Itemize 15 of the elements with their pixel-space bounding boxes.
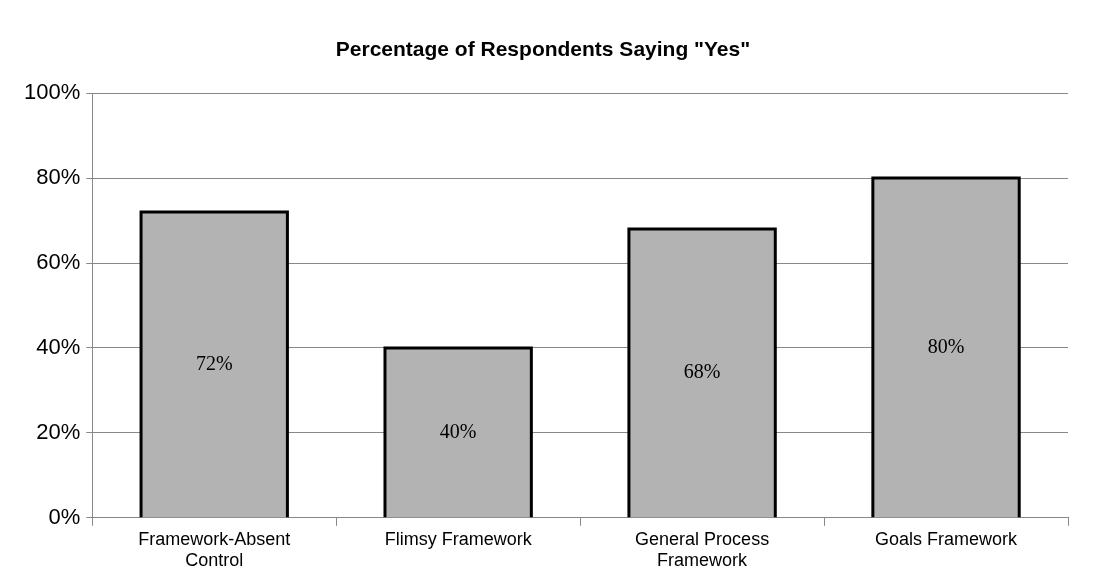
x-tick-label: General Process Framework [635, 528, 770, 571]
x-tick-label: Flimsy Framework [384, 528, 533, 549]
y-tick-label: 80% [36, 164, 81, 190]
chart-title: Percentage of Respondents Saying "Yes" [335, 37, 751, 61]
y-tick-label: 60% [36, 249, 81, 275]
y-tick-label: 20% [36, 418, 81, 444]
y-tick-label: 0% [48, 503, 81, 529]
data-label: 68% [683, 360, 721, 383]
data-label: 80% [927, 334, 965, 357]
y-tick-label: 40% [36, 334, 81, 360]
x-tick-label: Framework-Absent Control [138, 528, 291, 571]
data-label: 40% [439, 419, 477, 442]
x-tick-label: Goals Framework [875, 528, 1019, 549]
data-label: 72% [195, 351, 233, 374]
y-tick-label: 100% [23, 79, 81, 105]
